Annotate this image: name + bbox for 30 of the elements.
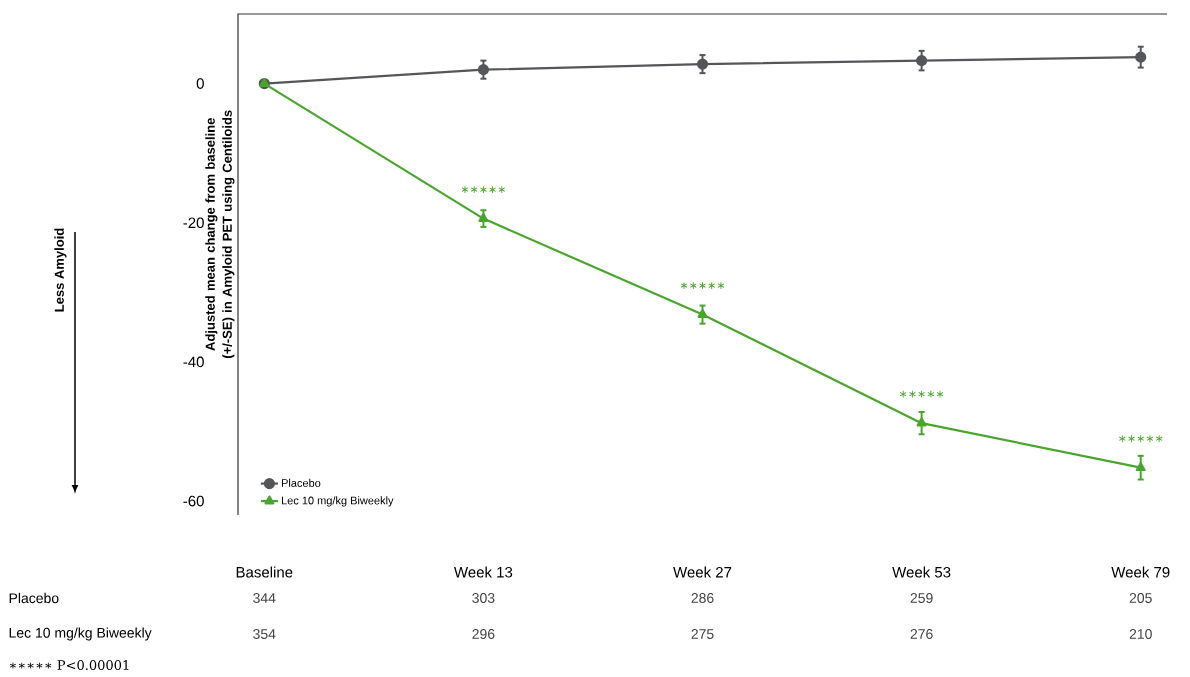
annotation: ∗∗∗∗∗ bbox=[1119, 435, 1163, 443]
text: 296 bbox=[472, 629, 495, 639]
text: Placebo bbox=[9, 592, 59, 604]
x-tick-label: Week 27 bbox=[673, 566, 732, 578]
legend-label: Lec 10 mg/kg Biweekly bbox=[281, 496, 394, 507]
annotation: ∗∗∗∗∗ bbox=[680, 282, 725, 290]
text: ∗∗∗∗∗ P<0.00001 bbox=[9, 660, 129, 670]
legend-label: Placebo bbox=[281, 478, 321, 487]
text: 205 bbox=[1129, 593, 1152, 603]
y-tick-label: -60 bbox=[183, 495, 204, 507]
text: 275 bbox=[691, 629, 714, 639]
text: Lec 10 mg/kg Biweekly bbox=[9, 627, 152, 641]
text: 286 bbox=[691, 593, 714, 603]
x-tick-label: Week 13 bbox=[454, 566, 513, 578]
text: 259 bbox=[910, 593, 933, 603]
text: 210 bbox=[1129, 629, 1152, 639]
x-tick-label: Week 53 bbox=[892, 566, 951, 578]
text: Less Amyloid bbox=[54, 228, 67, 312]
y-tick-label: 0 bbox=[196, 78, 204, 89]
text: 303 bbox=[472, 593, 495, 603]
y-tick-label: -40 bbox=[183, 356, 204, 368]
annotation: ∗∗∗∗∗ bbox=[899, 390, 944, 398]
y-tick-label: -20 bbox=[183, 217, 204, 229]
x-tick-label: Baseline bbox=[236, 566, 293, 578]
text: 344 bbox=[253, 593, 276, 603]
text: 354 bbox=[253, 629, 276, 639]
y-axis-title: Adjusted mean change from baseline (+/-SE) in Amyloid PET using Centiloids bbox=[205, 110, 235, 359]
text: 276 bbox=[910, 629, 933, 639]
x-tick-label: Week 79 bbox=[1111, 566, 1170, 578]
annotation: ∗∗∗∗∗ bbox=[461, 186, 506, 194]
